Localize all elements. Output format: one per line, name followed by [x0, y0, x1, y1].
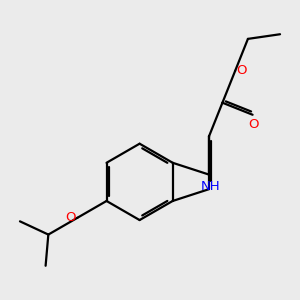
Text: O: O — [237, 64, 247, 77]
Text: NH: NH — [200, 180, 220, 193]
Text: O: O — [248, 118, 259, 131]
Text: O: O — [65, 211, 76, 224]
